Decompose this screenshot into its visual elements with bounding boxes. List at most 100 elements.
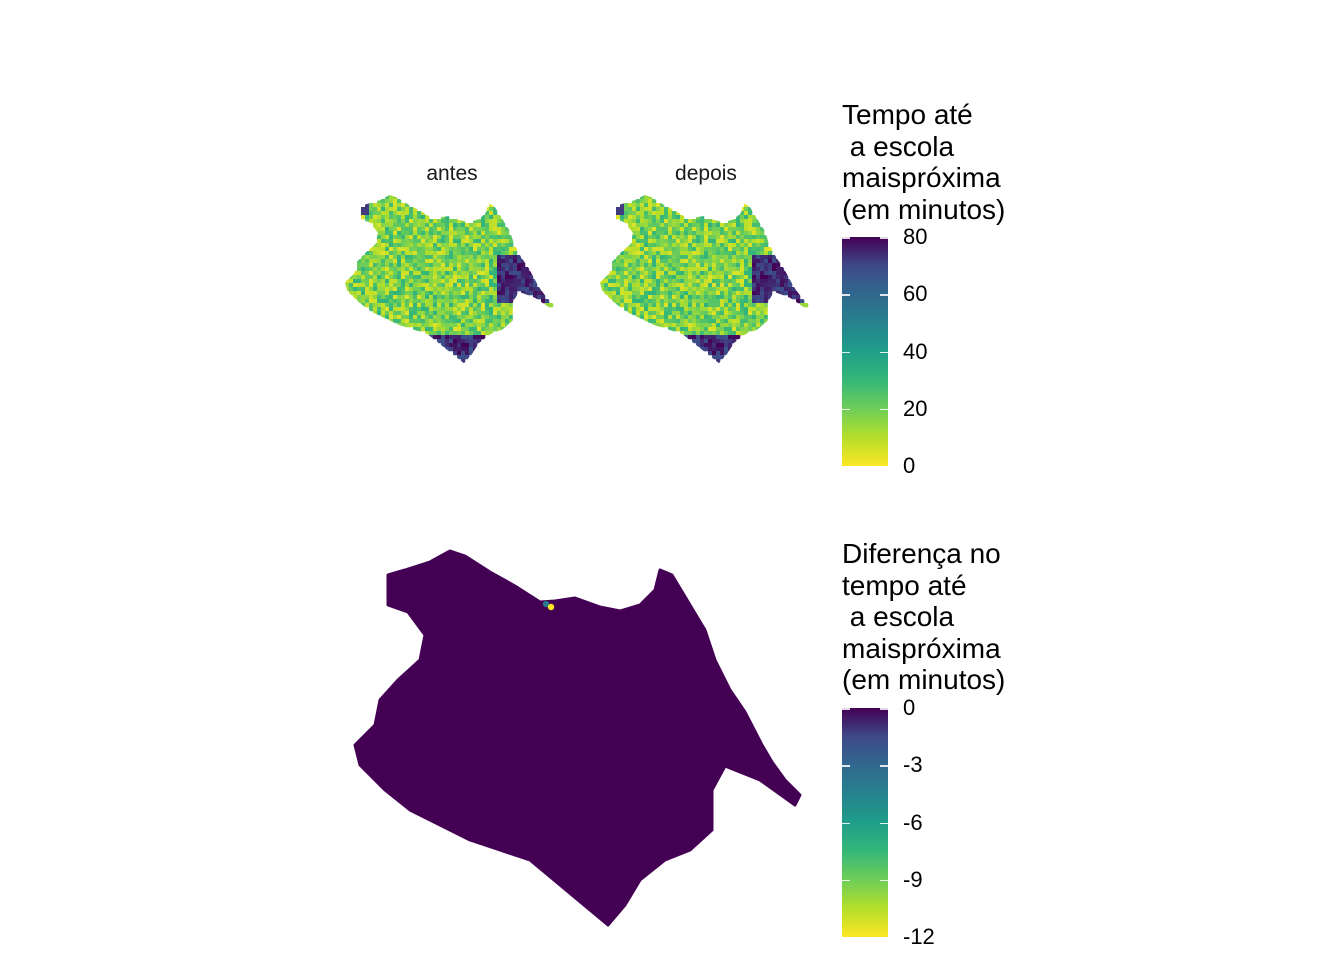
map-cell	[700, 307, 705, 312]
map-cell	[365, 295, 370, 300]
map-cell	[752, 291, 757, 296]
legend-tick-mark	[842, 294, 850, 296]
map-cell	[632, 263, 637, 268]
map-cell	[728, 335, 733, 340]
map-cell	[752, 255, 757, 260]
map-cell	[373, 211, 378, 216]
map-cell	[720, 323, 725, 328]
map-cell	[485, 243, 490, 248]
map-cell	[660, 239, 665, 244]
map-cell	[760, 227, 765, 232]
map-cell	[501, 255, 506, 260]
map-cell	[509, 291, 514, 296]
map-cell	[724, 335, 729, 340]
map-cell	[684, 243, 689, 248]
map-cell	[624, 283, 629, 288]
map-cell	[505, 255, 510, 260]
map-cell	[357, 279, 362, 284]
map-cell	[628, 279, 633, 284]
map-cell	[453, 315, 458, 320]
map-cell	[457, 291, 462, 296]
map-cell	[688, 223, 693, 228]
map-cell	[712, 247, 717, 252]
map-cell	[417, 307, 422, 312]
map-cell	[756, 263, 761, 268]
map-cell	[636, 311, 641, 316]
map-cell	[485, 315, 490, 320]
map-cell	[636, 251, 641, 256]
map-cell	[469, 259, 474, 264]
map-cell	[369, 275, 374, 280]
map-cell	[413, 259, 418, 264]
map-cell	[413, 295, 418, 300]
map-cell	[489, 247, 494, 252]
map-cell	[485, 319, 490, 324]
map-cell	[429, 223, 434, 228]
map-cell	[768, 295, 773, 300]
map-cell	[728, 327, 733, 332]
map-cell	[453, 327, 458, 332]
map-cell	[656, 315, 661, 320]
map-cell	[513, 255, 518, 260]
map-cell	[716, 283, 721, 288]
map-cell	[632, 279, 637, 284]
map-cell	[377, 227, 382, 232]
map-cell	[533, 279, 538, 284]
map-cell	[497, 227, 502, 232]
map-cell	[680, 315, 685, 320]
map-cell	[756, 323, 761, 328]
map-cell	[405, 291, 410, 296]
map-cell	[473, 339, 478, 344]
map-cell	[696, 219, 701, 224]
map-cell	[457, 283, 462, 288]
map-cell	[481, 299, 486, 304]
map-cell	[413, 263, 418, 268]
map-cell	[497, 315, 502, 320]
map-cell	[748, 239, 753, 244]
map-cell	[465, 323, 470, 328]
map-cell	[485, 263, 490, 268]
map-cell	[652, 251, 657, 256]
map-cell	[429, 315, 434, 320]
map-cell	[465, 271, 470, 276]
map-cell	[744, 231, 749, 236]
map-cell	[469, 275, 474, 280]
map-cell	[672, 327, 677, 332]
map-cell	[732, 239, 737, 244]
map-cell	[644, 239, 649, 244]
map-cell	[453, 271, 458, 276]
map-cell	[600, 279, 605, 284]
map-cell	[656, 259, 661, 264]
map-cell	[505, 319, 510, 324]
map-cell	[541, 291, 546, 296]
map-cell	[413, 303, 418, 308]
map-cell	[497, 219, 502, 224]
map-cell	[421, 295, 426, 300]
map-cell	[445, 335, 450, 340]
map-cell	[477, 223, 482, 228]
map-cell	[764, 267, 769, 272]
map-cell	[664, 319, 669, 324]
map-cell	[453, 331, 458, 336]
map-cell	[461, 259, 466, 264]
map-cell	[764, 247, 769, 252]
map-cell	[668, 223, 673, 228]
map-cell	[433, 263, 438, 268]
map-cell	[469, 339, 474, 344]
map-cell	[429, 307, 434, 312]
map-cell	[385, 199, 390, 204]
map-cell	[632, 259, 637, 264]
map-cell	[672, 323, 677, 328]
map-cell	[684, 319, 689, 324]
map-cell	[517, 283, 522, 288]
map-cell	[632, 291, 637, 296]
map-cell	[724, 259, 729, 264]
map-cell	[453, 247, 458, 252]
map-cell	[784, 287, 789, 292]
map-cell	[644, 195, 649, 200]
map-cell	[465, 343, 470, 348]
map-cell	[660, 295, 665, 300]
map-cell	[720, 235, 725, 240]
map-cell	[393, 291, 398, 296]
map-cell	[792, 295, 797, 300]
